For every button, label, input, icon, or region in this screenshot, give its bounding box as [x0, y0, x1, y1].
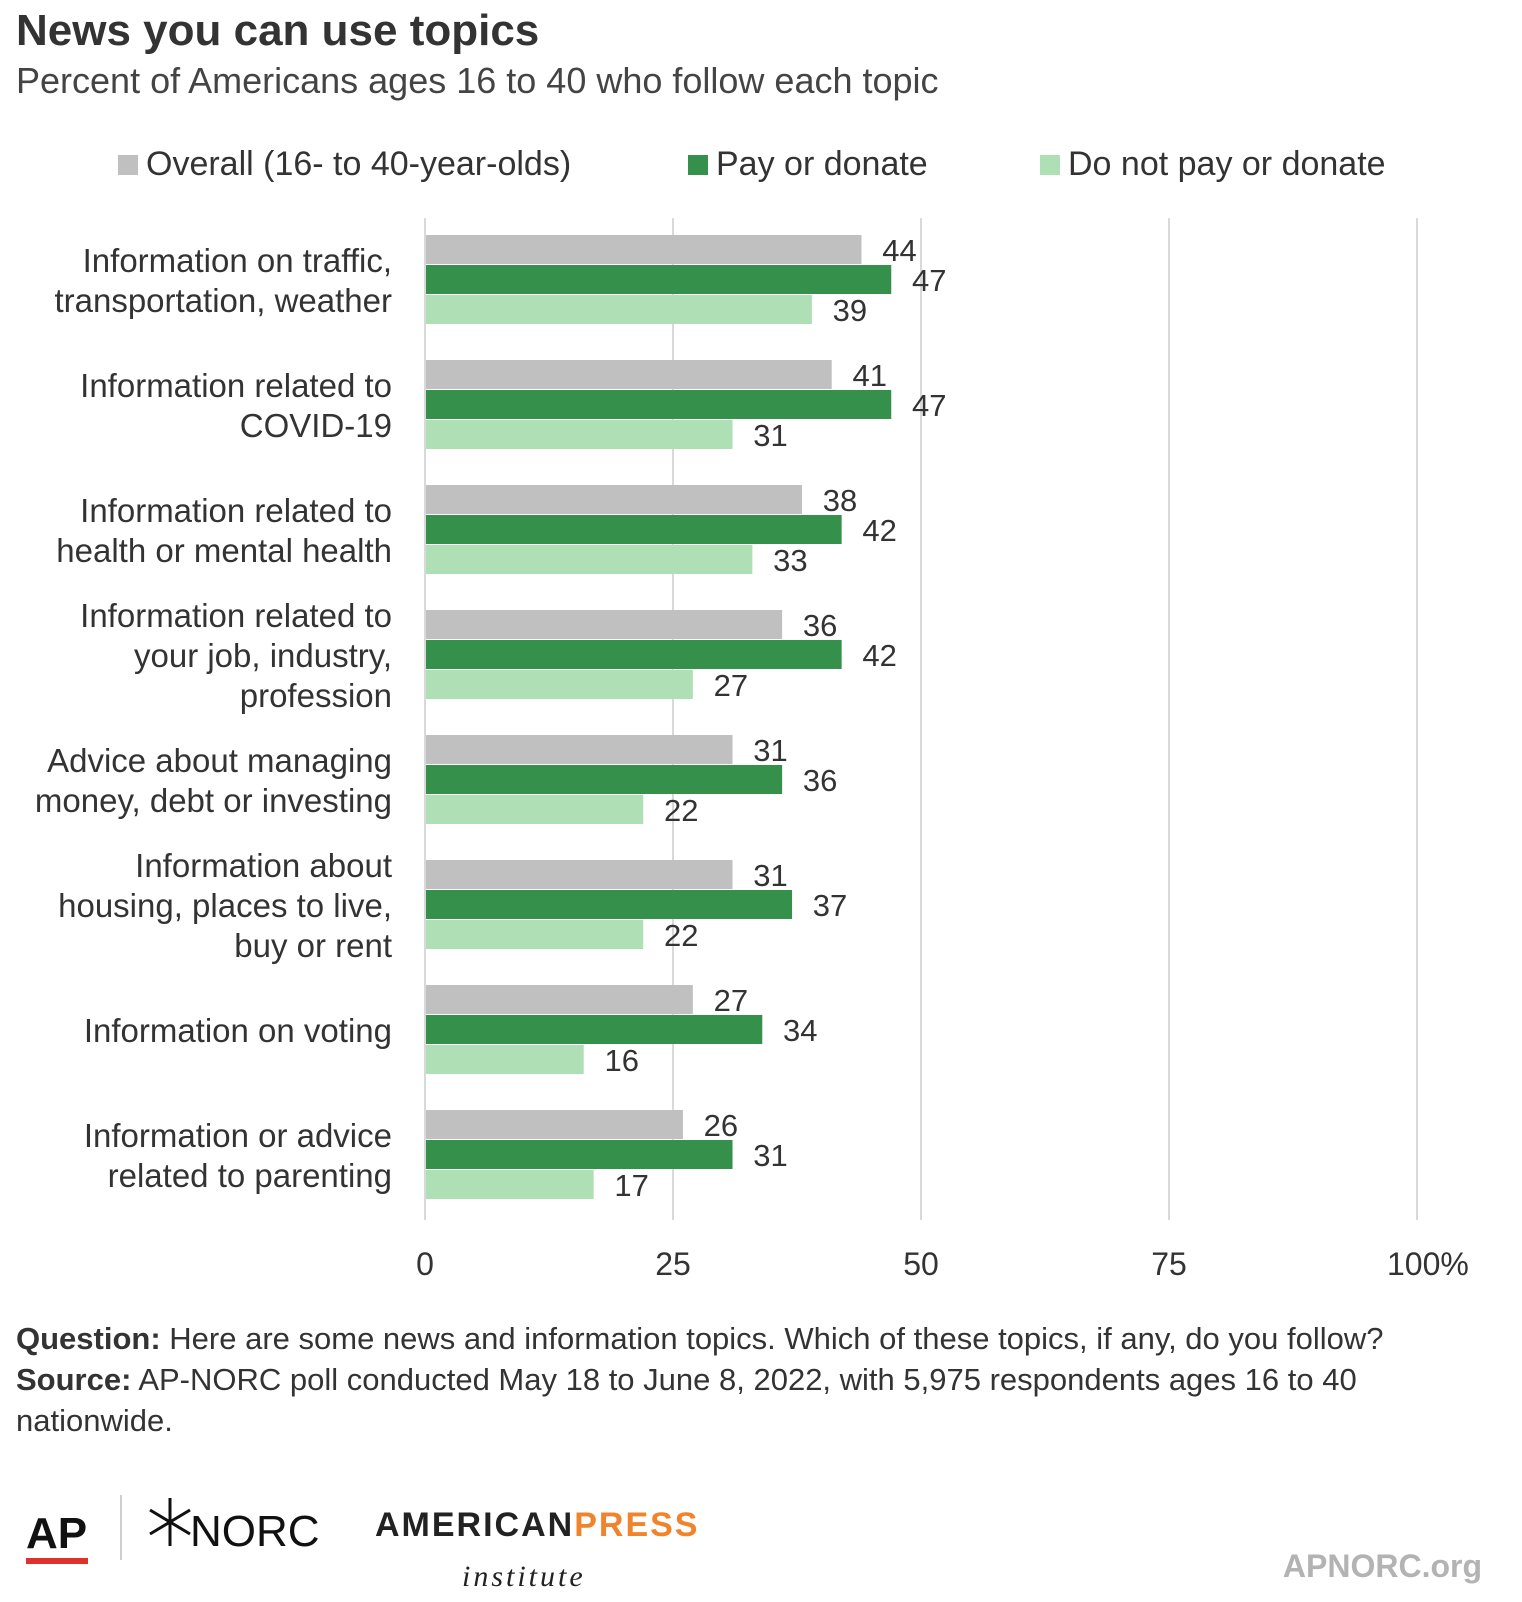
bar-pay [426, 515, 842, 544]
bar-nopay [426, 795, 644, 824]
data-label-pay: 36 [803, 763, 837, 798]
category-label: buy or rent [234, 927, 392, 964]
bar-overall [426, 1110, 683, 1139]
source-note: Source: AP-NORC poll conducted May 18 to… [16, 1359, 1496, 1441]
data-label-pay: 47 [912, 388, 946, 423]
category-label: Information related to [80, 597, 392, 634]
category-label: Information or advice [84, 1117, 392, 1154]
category-label: Information on traffic, [83, 242, 392, 279]
data-label-nopay: 17 [614, 1168, 648, 1203]
question-note: Question: Here are some news and informa… [16, 1318, 1496, 1359]
category-label: money, debt or investing [35, 782, 392, 819]
legend-label-pay: Pay or donate [716, 145, 928, 183]
x-tick-label: 50 [903, 1246, 939, 1282]
chart-subtitle: Percent of Americans ages 16 to 40 who f… [16, 60, 939, 101]
data-label-nopay: 22 [664, 918, 698, 953]
legend-label-nopay: Do not pay or donate [1068, 145, 1386, 183]
legend-swatch-pay [688, 154, 708, 175]
data-label-pay: 42 [862, 638, 896, 673]
category-label: your job, industry, [134, 637, 392, 674]
source-label: Source: [16, 1362, 132, 1397]
x-tick-label: 100% [1387, 1246, 1469, 1282]
source-text: AP-NORC poll conducted May 18 to June 8,… [16, 1362, 1357, 1438]
bar-pay [426, 265, 892, 294]
x-tick-label: 0 [416, 1246, 434, 1282]
data-label-overall: 26 [704, 1108, 738, 1143]
bar-pay [426, 1015, 763, 1044]
chart-title: News you can use topics [16, 6, 540, 55]
bar-pay [426, 640, 842, 669]
data-label-nopay: 27 [714, 668, 748, 703]
question-text: Here are some news and information topic… [160, 1321, 1384, 1356]
bar-nopay [426, 1170, 594, 1199]
api-logo: AMERICANPRESS [375, 1506, 699, 1544]
bar-nopay [426, 420, 733, 449]
ap-logo-underline [26, 1558, 88, 1564]
question-label: Question: [16, 1321, 161, 1356]
bar-overall [426, 235, 862, 264]
bar-overall [426, 860, 733, 889]
legend-swatch-overall [118, 154, 138, 175]
category-label: Information about [135, 847, 392, 884]
bar-pay [426, 1140, 733, 1169]
logo-strip: AP NORC AMERICANPRESS institute [26, 1495, 699, 1593]
api-logo-american: AMERICAN [375, 1506, 574, 1544]
bar-overall [426, 610, 783, 639]
data-label-overall: 31 [753, 858, 787, 893]
category-label: related to parenting [108, 1157, 392, 1194]
site-url: APNORC.org [1282, 1548, 1482, 1584]
bar-nopay [426, 920, 644, 949]
legend-label-overall: Overall (16- to 40-year-olds) [146, 145, 572, 183]
category-label: health or mental health [56, 532, 392, 569]
data-label-pay: 47 [912, 263, 946, 298]
bar-overall [426, 485, 802, 514]
ap-logo: AP [26, 1509, 87, 1558]
bar-nopay [426, 295, 812, 324]
norc-star-icon [149, 1498, 191, 1546]
chart-notes: Question: Here are some news and informa… [16, 1318, 1496, 1441]
api-logo-press: PRESS [574, 1506, 699, 1544]
bar-overall [426, 735, 733, 764]
data-label-nopay: 31 [753, 418, 787, 453]
category-label: housing, places to live, [58, 887, 392, 924]
bar-pay [426, 390, 892, 419]
api-logo-institute: institute [462, 1560, 586, 1593]
data-label-overall: 38 [823, 483, 857, 518]
data-label-nopay: 33 [773, 543, 807, 578]
bar-pay [426, 765, 783, 794]
data-label-pay: 42 [862, 513, 896, 548]
category-label: Information related to [80, 492, 392, 529]
bar-overall [426, 985, 693, 1014]
category-label: Information on voting [84, 1012, 392, 1049]
data-label-nopay: 16 [604, 1043, 638, 1078]
data-label-pay: 34 [783, 1013, 817, 1048]
legend-item-overall: Overall (16- to 40-year-olds) [118, 145, 571, 184]
category-label: Advice about managing [47, 742, 392, 779]
data-label-overall: 36 [803, 608, 837, 643]
data-label-overall: 41 [852, 358, 886, 393]
category-label: profession [240, 677, 392, 714]
data-label-pay: 31 [753, 1138, 787, 1173]
data-label-nopay: 22 [664, 793, 698, 828]
legend-swatch-nopay [1040, 154, 1060, 175]
data-label-overall: 31 [753, 733, 787, 768]
data-label-pay: 37 [813, 888, 847, 923]
x-tick-label: 25 [655, 1246, 691, 1282]
category-label: Information related to [80, 367, 392, 404]
bar-overall [426, 360, 832, 389]
bar-nopay [426, 670, 693, 699]
bar-pay [426, 890, 793, 919]
category-label: transportation, weather [54, 282, 392, 319]
category-label: COVID-19 [240, 407, 392, 444]
data-label-overall: 27 [714, 983, 748, 1018]
bar-nopay [426, 545, 753, 574]
data-label-overall: 44 [882, 233, 916, 268]
legend-item-pay: Pay or donate [688, 145, 928, 184]
data-label-nopay: 39 [833, 293, 867, 328]
legend-item-nopay: Do not pay or donate [1040, 145, 1386, 184]
x-tick-label: 75 [1151, 1246, 1187, 1282]
norc-logo: NORC [190, 1507, 320, 1556]
bar-nopay [426, 1045, 584, 1074]
